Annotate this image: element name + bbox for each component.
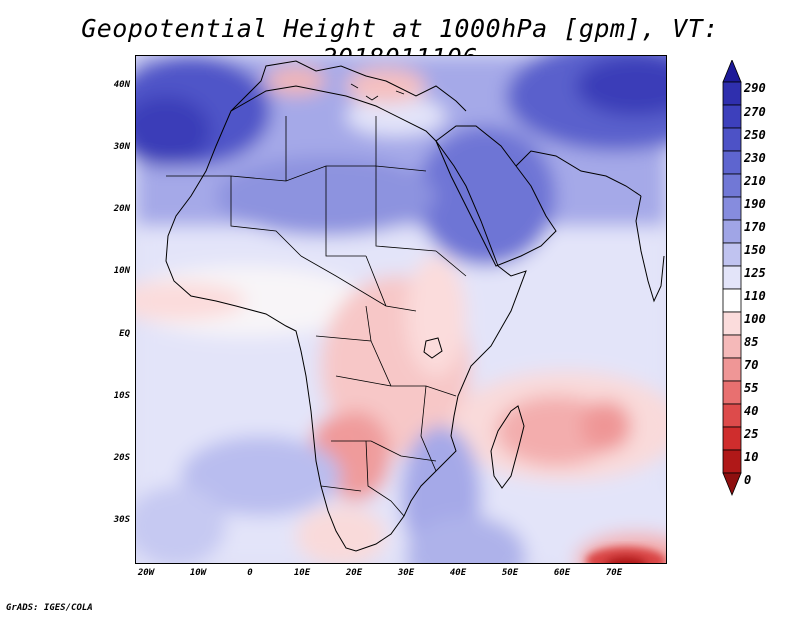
colorbar-label: 0 [744,473,752,487]
colorbar-segment [722,449,742,474]
colorbar-label: 40 [744,404,759,418]
lon-tick: 20E [345,568,363,578]
colorbar-segment [722,380,742,405]
colorbar-segment [722,265,742,290]
lon-tick: 70E [605,568,623,578]
colorbar-segment [722,311,742,336]
colorbar-segment [722,150,742,175]
lat-tick: 10N [113,266,130,276]
lon-tick: 50E [501,568,519,578]
colorbar-label: 290 [744,81,766,95]
colorbar-segment [722,288,742,313]
colorbar-label: 10 [744,450,759,464]
colorbar-segment [722,219,742,244]
colorbar-label: 210 [744,174,766,188]
colorbar-label: 110 [744,289,766,303]
colorbar-label: 250 [744,128,766,142]
lat-tick: EQ [119,329,130,339]
colorbar-segment [722,173,742,198]
colorbar-segment [722,334,742,359]
colorbar-label: 190 [744,197,766,211]
colorbar-segment [722,357,742,382]
colorbar-label: 230 [744,151,766,165]
lat-tick: 30S [113,515,130,525]
colorbar-segment [722,127,742,152]
colorbar-label: 100 [744,312,766,326]
colorbar-label: 55 [744,381,759,395]
lon-tick: 10E [293,568,311,578]
colorbar-segment [722,472,742,497]
lat-tick: 20N [113,204,130,214]
lat-tick: 30N [113,142,130,152]
lat-tick: 20S [113,453,130,463]
lat-tick: 40N [113,80,130,90]
height-field [136,56,666,563]
lon-tick: 20W [137,568,155,578]
colorbar-label: 150 [744,243,766,257]
colorbar-label: 85 [744,335,759,349]
lon-tick: 10W [189,568,207,578]
colorbar-label: 270 [744,105,766,119]
lon-tick: 60E [553,568,571,578]
colorbar-segment [722,60,742,83]
lon-tick: 0 [247,568,253,578]
colorbar-label: 70 [744,358,759,372]
lon-tick: 40E [449,568,467,578]
colorbar-segment [722,81,742,106]
colorbar-segment [722,196,742,221]
colorbar-label: 25 [744,427,759,441]
colorbar [722,60,742,497]
colorbar-segment [722,242,742,267]
colorbar-label: 170 [744,220,766,234]
coastlines [165,60,665,552]
colorbar-label: 125 [744,266,766,280]
map-canvas [136,56,666,563]
lat-tick: 10S [113,391,130,401]
map-panel [135,55,667,564]
credit-text: GrADS: IGES/COLA [6,603,93,613]
colorbar-segment [722,426,742,451]
lon-tick: 30E [397,568,415,578]
colorbar-segment [722,403,742,428]
colorbar-segment [722,104,742,129]
